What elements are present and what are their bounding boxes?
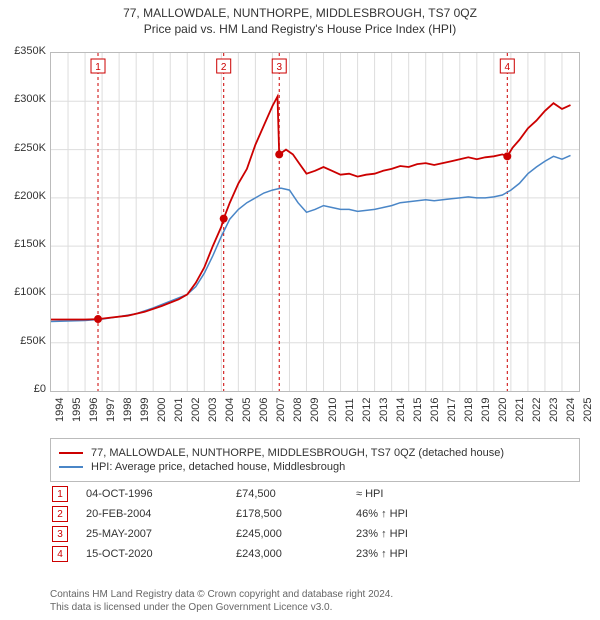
svg-text:4: 4 <box>505 62 511 73</box>
legend-swatch-property <box>59 452 83 454</box>
legend-item-hpi: HPI: Average price, detached house, Midd… <box>59 461 571 473</box>
x-tick-label: 1996 <box>88 398 100 422</box>
footer-line1: Contains HM Land Registry data © Crown c… <box>50 588 580 601</box>
x-tick-label: 2018 <box>463 398 475 422</box>
title-block: 77, MALLOWDALE, NUNTHORPE, MIDDLESBROUGH… <box>0 0 600 36</box>
transaction-price: £74,500 <box>236 488 356 500</box>
x-tick-label: 2015 <box>412 398 424 422</box>
transaction-row: 3 25-MAY-2007£245,00023% ↑ HPI <box>50 524 580 544</box>
y-tick-label: £250K <box>0 142 46 154</box>
legend-label-hpi: HPI: Average price, detached house, Midd… <box>91 461 345 473</box>
transaction-date: 20-FEB-2004 <box>86 508 236 520</box>
x-tick-label: 2012 <box>361 398 373 422</box>
x-tick-label: 2001 <box>173 398 185 422</box>
y-tick-label: £200K <box>0 190 46 202</box>
legend-swatch-hpi <box>59 466 83 468</box>
y-tick-label: £50K <box>0 335 46 347</box>
x-tick-label: 2009 <box>309 398 321 422</box>
x-tick-label: 2017 <box>446 398 458 422</box>
x-tick-label: 2007 <box>275 398 287 422</box>
x-tick-label: 2002 <box>190 398 202 422</box>
x-tick-label: 2022 <box>531 398 543 422</box>
transaction-marker-icon: 4 <box>52 546 68 562</box>
transaction-date: 25-MAY-2007 <box>86 528 236 540</box>
x-tick-label: 2021 <box>514 398 526 422</box>
transaction-date: 15-OCT-2020 <box>86 548 236 560</box>
transaction-date: 04-OCT-1996 <box>86 488 236 500</box>
legend-label-property: 77, MALLOWDALE, NUNTHORPE, MIDDLESBROUGH… <box>91 447 504 459</box>
chart-plot-area: 1 2 3 4 <box>50 52 580 392</box>
x-tick-label: 1994 <box>54 398 66 422</box>
y-tick-label: £300K <box>0 93 46 105</box>
title-address: 77, MALLOWDALE, NUNTHORPE, MIDDLESBROUGH… <box>0 6 600 20</box>
transaction-relative-hpi: ≈ HPI <box>356 488 496 500</box>
title-subtitle: Price paid vs. HM Land Registry's House … <box>0 22 600 36</box>
x-tick-label: 2010 <box>327 398 339 422</box>
footer: Contains HM Land Registry data © Crown c… <box>50 588 580 614</box>
x-tick-label: 2005 <box>241 398 253 422</box>
transactions-table: 1 04-OCT-1996£74,500≈ HPI 2 20-FEB-2004£178… <box>50 484 580 564</box>
x-tick-label: 2003 <box>207 398 219 422</box>
x-tick-label: 1999 <box>139 398 151 422</box>
x-tick-label: 1995 <box>71 398 83 422</box>
x-tick-label: 2014 <box>395 398 407 422</box>
x-tick-label: 2000 <box>156 398 168 422</box>
x-tick-label: 2025 <box>582 398 594 422</box>
y-tick-label: £150K <box>0 238 46 250</box>
x-tick-label: 2004 <box>224 398 236 422</box>
transaction-row: 4 15-OCT-2020£243,00023% ↑ HPI <box>50 544 580 564</box>
transaction-price: £243,000 <box>236 548 356 560</box>
svg-text:1: 1 <box>95 62 101 73</box>
x-tick-label: 2011 <box>344 398 356 422</box>
legend: 77, MALLOWDALE, NUNTHORPE, MIDDLESBROUGH… <box>50 438 580 482</box>
transaction-relative-hpi: 23% ↑ HPI <box>356 528 496 540</box>
svg-text:2: 2 <box>221 62 227 73</box>
transaction-row: 2 20-FEB-2004£178,50046% ↑ HPI <box>50 504 580 524</box>
x-tick-label: 1997 <box>105 398 117 422</box>
x-tick-label: 1998 <box>122 398 134 422</box>
x-tick-label: 2008 <box>292 398 304 422</box>
x-tick-label: 2019 <box>480 398 492 422</box>
footer-line2: This data is licensed under the Open Gov… <box>50 601 580 614</box>
transaction-price: £178,500 <box>236 508 356 520</box>
page-container: 77, MALLOWDALE, NUNTHORPE, MIDDLESBROUGH… <box>0 0 600 620</box>
x-tick-label: 2013 <box>378 398 390 422</box>
legend-item-property: 77, MALLOWDALE, NUNTHORPE, MIDDLESBROUGH… <box>59 447 571 459</box>
y-tick-label: £350K <box>0 45 46 57</box>
x-tick-label: 2020 <box>497 398 509 422</box>
x-tick-label: 2023 <box>548 398 560 422</box>
y-tick-label: £0 <box>0 383 46 395</box>
transaction-relative-hpi: 46% ↑ HPI <box>356 508 496 520</box>
x-tick-label: 2024 <box>565 398 577 422</box>
transaction-marker-icon: 1 <box>52 486 68 502</box>
x-tick-label: 2016 <box>429 398 441 422</box>
svg-text:3: 3 <box>276 62 282 73</box>
transaction-price: £245,000 <box>236 528 356 540</box>
chart-svg: 1 2 3 4 <box>51 53 579 391</box>
transaction-relative-hpi: 23% ↑ HPI <box>356 548 496 560</box>
y-tick-label: £100K <box>0 286 46 298</box>
transaction-row: 1 04-OCT-1996£74,500≈ HPI <box>50 484 580 504</box>
transaction-marker-icon: 3 <box>52 526 68 542</box>
x-tick-label: 2006 <box>258 398 270 422</box>
transaction-marker-icon: 2 <box>52 506 68 522</box>
